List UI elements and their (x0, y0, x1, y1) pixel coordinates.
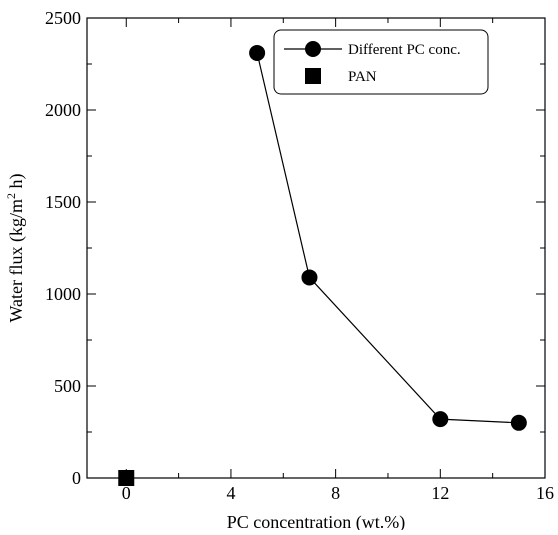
data-point-circle (432, 411, 449, 428)
y-axis-title-superscript: 2 (4, 193, 18, 199)
legend-item: PAN (305, 68, 377, 85)
data-point-circle (301, 269, 318, 286)
data-point-circle (249, 44, 266, 61)
data-point-square (118, 470, 135, 486)
series-line (256, 52, 519, 424)
y-tick-label: 2000 (45, 100, 81, 120)
data-layer (118, 44, 527, 486)
y-tick-label: 1000 (45, 284, 81, 304)
legend-box (273, 29, 489, 95)
x-tick-label: 16 (536, 483, 554, 503)
series-pc-conc (249, 44, 527, 431)
x-tick-label: 12 (431, 483, 449, 503)
y-axis-title-main: Water flux (kg/m (6, 199, 27, 323)
legend-items: Different PC conc. PAN (284, 41, 461, 85)
x-tick-label: 8 (331, 483, 340, 503)
data-point-circle (510, 414, 527, 431)
ticks-layer: 0 4 8 12 16 0 500 1000 1500 2000 2500 (45, 8, 554, 503)
series-pan (118, 470, 135, 486)
y-tick-label: 2500 (45, 8, 81, 28)
legend-item: Different PC conc. (284, 41, 461, 58)
y-axis-title: Water flux (kg/m2 h) (4, 173, 27, 322)
x-tick-label: 0 (122, 483, 131, 503)
x-tick-label: 4 (226, 483, 235, 503)
legend-marker-circle (305, 41, 321, 57)
y-tick-label: 1500 (45, 192, 81, 212)
legend: Different PC conc. PAN (273, 29, 489, 95)
y-axis-title-tail: h) (6, 173, 27, 193)
legend-label: Different PC conc. (348, 42, 461, 58)
legend-marker-square (305, 68, 321, 84)
legend-label: PAN (348, 69, 377, 85)
x-axis-title: PC concentration (wt.%) (227, 512, 405, 530)
y-tick-label: 500 (54, 376, 81, 396)
y-tick-label: 0 (72, 468, 81, 488)
